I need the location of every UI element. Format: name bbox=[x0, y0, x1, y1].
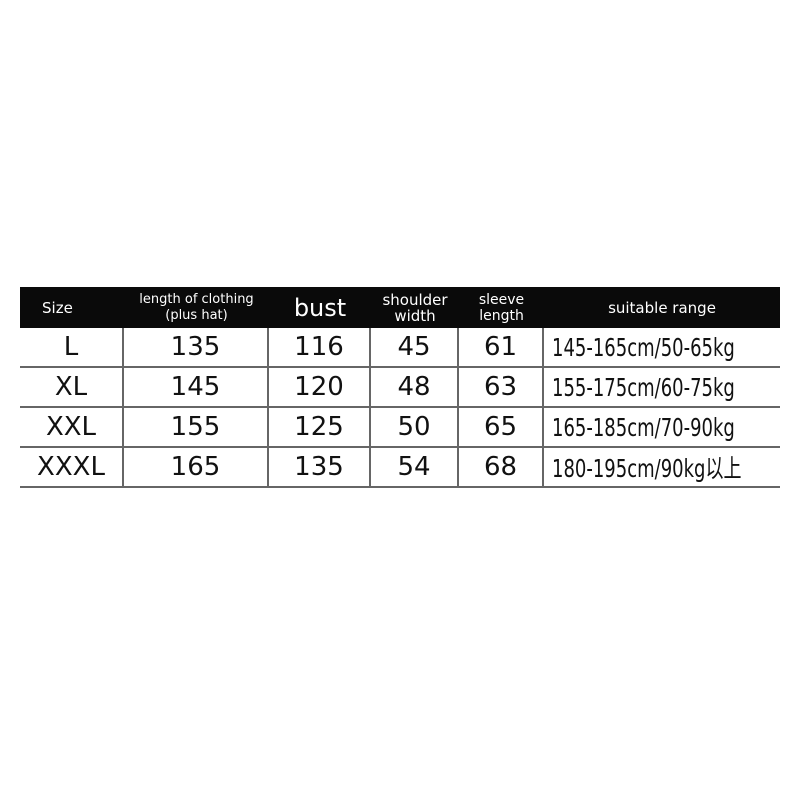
header-label: length of clothing (plus hat) bbox=[139, 291, 254, 323]
table-cell: 165-185cm/70-90kg bbox=[544, 408, 780, 446]
table-cell: 155 bbox=[124, 408, 269, 446]
cell-value: 48 bbox=[397, 372, 431, 402]
table-cell: 116 bbox=[269, 328, 371, 366]
cell-value: 145 bbox=[170, 372, 221, 402]
table-cell: 65 bbox=[459, 408, 544, 446]
table-cell: XXL bbox=[20, 408, 124, 446]
table-cell: 135 bbox=[269, 448, 371, 486]
table-cell: 63 bbox=[459, 368, 544, 406]
cell-value: 120 bbox=[294, 372, 344, 402]
table-cell: 120 bbox=[269, 368, 371, 406]
cell-value: XL bbox=[54, 372, 88, 402]
cell-value: 165-185cm/70-90kg bbox=[552, 412, 735, 442]
cell-value: XXL bbox=[45, 412, 97, 442]
table-cell: 180-195cm/90kg以上 bbox=[544, 448, 780, 486]
header-size: Size bbox=[20, 287, 124, 328]
header-label: shoulder width bbox=[382, 290, 448, 325]
table-cell: 45 bbox=[371, 328, 459, 366]
header-label: sleeve length bbox=[478, 291, 525, 324]
header-label: suitable range bbox=[608, 298, 716, 317]
cell-value: 145-165cm/50-65kg bbox=[552, 332, 735, 362]
cell-value: XXXL bbox=[37, 452, 105, 482]
table-cell: 61 bbox=[459, 328, 544, 366]
table-cell: 135 bbox=[124, 328, 269, 366]
table-body: L 135 116 45 61 145-165cm/50-65kg XL 145 120 48 63… bbox=[20, 328, 780, 488]
table-row: XXXL 165 135 54 68 180-195cm/90kg以上 bbox=[20, 448, 780, 488]
table-cell: XXXL bbox=[20, 448, 124, 486]
table-cell: 145-165cm/50-65kg bbox=[544, 328, 780, 366]
cell-value: 63 bbox=[483, 372, 518, 402]
table-cell: 155-175cm/60-75kg bbox=[544, 368, 780, 406]
cell-value: 45 bbox=[397, 332, 431, 362]
cell-value: 165 bbox=[170, 452, 221, 482]
header-range: suitable range bbox=[544, 287, 780, 328]
table-cell: L bbox=[20, 328, 124, 366]
cell-value: 116 bbox=[294, 332, 344, 362]
cell-value: 155 bbox=[170, 412, 221, 442]
header-label: bust bbox=[293, 293, 347, 322]
cell-value: 155-175cm/60-75kg bbox=[552, 372, 735, 402]
table-row: XL 145 120 48 63 155-175cm/60-75kg bbox=[20, 368, 780, 408]
table-cell: 125 bbox=[269, 408, 371, 446]
table-cell: 48 bbox=[371, 368, 459, 406]
header-length: length of clothing (plus hat) bbox=[124, 287, 269, 328]
table-row: L 135 116 45 61 145-165cm/50-65kg bbox=[20, 328, 780, 368]
cell-value: L bbox=[63, 332, 79, 362]
cell-value: 50 bbox=[397, 412, 431, 442]
table-cell: 145 bbox=[124, 368, 269, 406]
size-chart-table: Size length of clothing (plus hat) bust … bbox=[20, 287, 780, 488]
table-cell: 50 bbox=[371, 408, 459, 446]
table-cell: 68 bbox=[459, 448, 544, 486]
cell-value: 135 bbox=[294, 452, 344, 482]
table-cell: XL bbox=[20, 368, 124, 406]
cell-value: 65 bbox=[483, 412, 518, 442]
cell-value: 61 bbox=[483, 332, 518, 362]
cell-value: 135 bbox=[170, 332, 221, 362]
header-row: Size length of clothing (plus hat) bust … bbox=[20, 287, 780, 328]
cell-value: 54 bbox=[397, 452, 431, 482]
header-label: Size bbox=[42, 298, 73, 317]
cell-value: 68 bbox=[483, 452, 518, 482]
cell-value: 180-195cm/90kg以上 bbox=[552, 454, 742, 483]
header-bust: bust bbox=[269, 287, 371, 328]
cell-value: 125 bbox=[294, 412, 344, 442]
table-cell: 54 bbox=[371, 448, 459, 486]
header-shoulder: shoulder width bbox=[371, 287, 459, 328]
table-cell: 165 bbox=[124, 448, 269, 486]
table-row: XXL 155 125 50 65 165-185cm/70-90kg bbox=[20, 408, 780, 448]
header-sleeve: sleeve length bbox=[459, 287, 544, 328]
